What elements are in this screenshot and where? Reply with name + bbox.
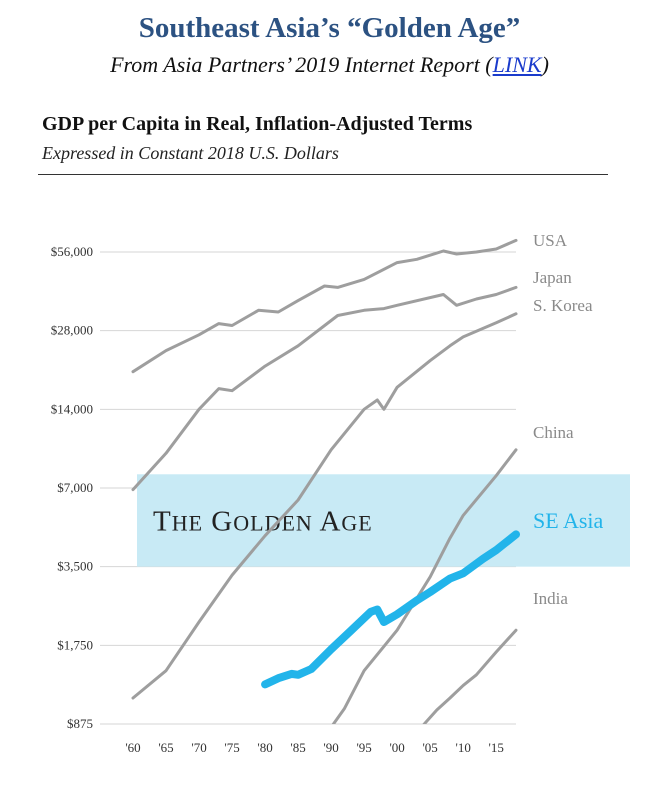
x-tick-label: '75 [224,740,239,755]
golden-age-label: THE GOLDEN AGE [153,505,373,537]
chart-title: GDP per Capita in Real, Inflation-Adjust… [42,113,473,135]
series-label: China [533,423,574,442]
series-line-japan [131,285,518,492]
x-tick-label: '10 [456,740,471,755]
title-divider [38,174,608,175]
y-tick-label: $14,000 [51,401,93,416]
series-line-china [331,448,518,724]
subtitle-prefix: From Asia Partners’ 2019 Internet Report… [110,52,493,77]
x-tick-label: '60 [125,740,140,755]
x-tick-label: '70 [191,740,206,755]
series-line-india [422,628,518,724]
y-tick-label: $875 [67,716,93,731]
x-tick-label: '00 [389,740,404,755]
golden-age-band [137,474,630,567]
subtitle-suffix: ) [541,52,549,77]
page-title: Southeast Asia’s “Golden Age” [138,12,521,44]
x-tick-label: '65 [158,740,173,755]
series-label: USA [533,231,568,250]
x-tick-label: '05 [422,740,437,755]
y-tick-label: $7,000 [57,480,93,495]
x-tick-label: '15 [489,740,504,755]
x-tick-label: '80 [257,740,272,755]
series-line-s-korea [131,312,518,700]
chart-subtitle: Expressed in Constant 2018 U.S. Dollars [42,143,339,163]
y-tick-label: $1,750 [57,637,93,652]
series-line-se-asia [261,530,520,689]
y-tick-label: $56,000 [51,244,93,259]
series-label: India [533,589,568,608]
report-link[interactable]: LINK [492,52,542,77]
series-label: S. Korea [533,296,593,315]
page-subtitle: From Asia Partners’ 2019 Internet Report… [0,52,659,78]
x-tick-label: '90 [323,740,338,755]
series-label: Japan [533,268,572,287]
y-tick-label: $3,500 [57,559,93,574]
x-tick-label: '95 [356,740,371,755]
y-tick-label: $28,000 [51,323,93,338]
series-line-usa [131,238,518,374]
x-tick-label: '85 [290,740,305,755]
series-label: SE Asia [533,508,604,533]
